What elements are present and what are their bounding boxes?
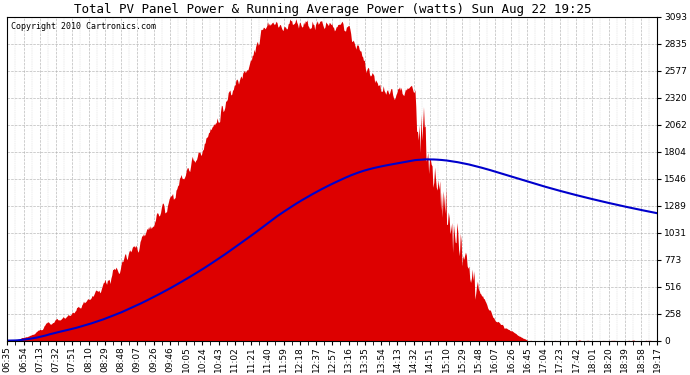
Text: Copyright 2010 Cartronics.com: Copyright 2010 Cartronics.com bbox=[10, 22, 155, 31]
Title: Total PV Panel Power & Running Average Power (watts) Sun Aug 22 19:25: Total PV Panel Power & Running Average P… bbox=[74, 3, 591, 16]
